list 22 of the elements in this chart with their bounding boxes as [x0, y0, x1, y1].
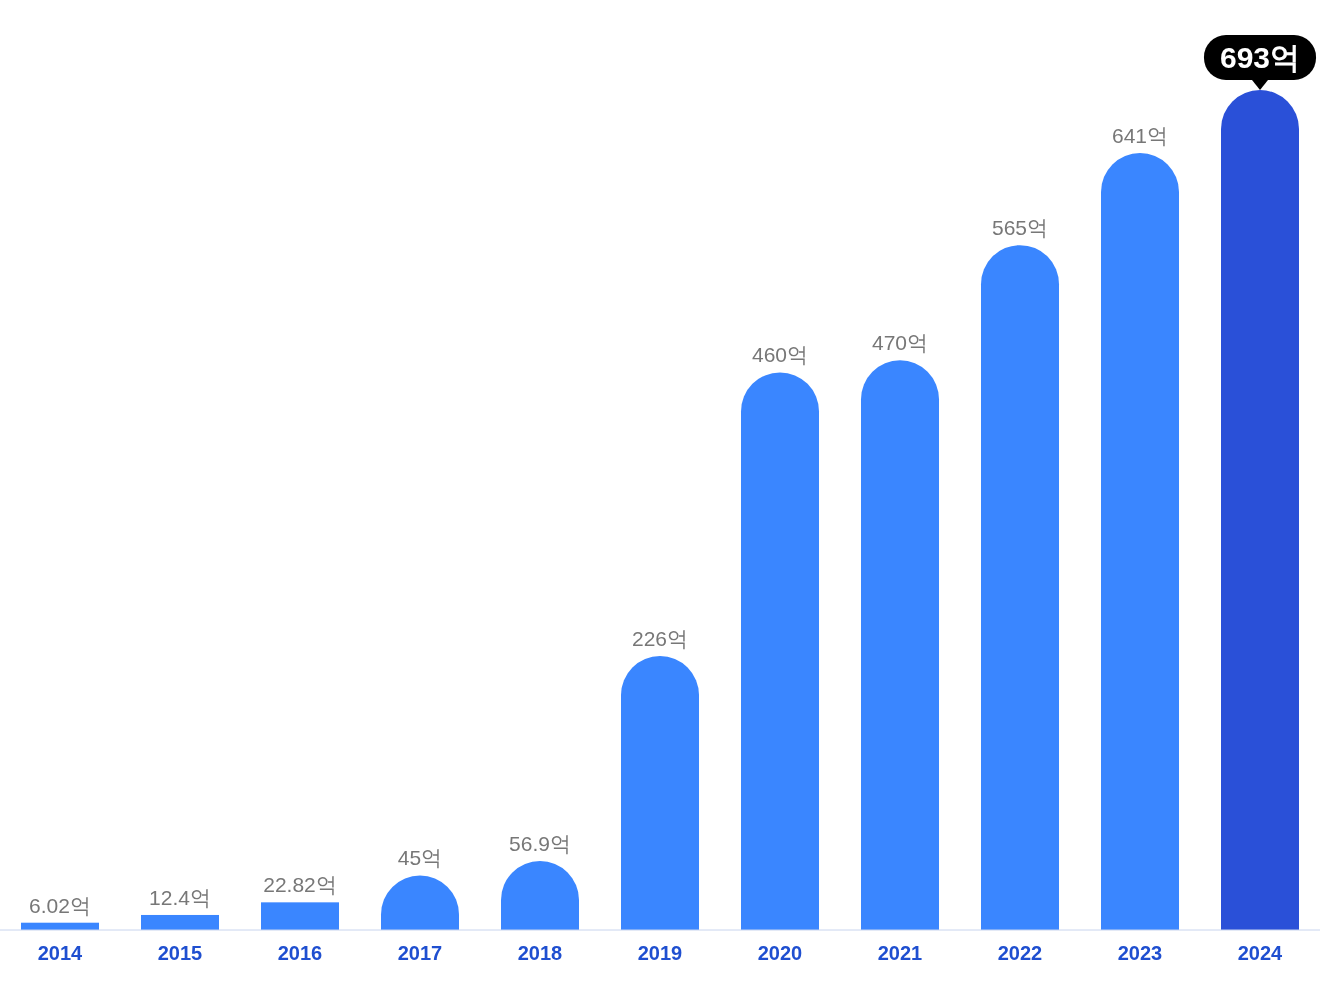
x-tick-label: 2024: [1237, 942, 1284, 964]
x-tick-label: 2023: [1117, 942, 1163, 964]
data-label: 12.4억: [149, 885, 211, 909]
data-label: 565억: [991, 216, 1049, 240]
data-label: 460억: [751, 343, 809, 367]
x-tick-label: 2017: [397, 942, 443, 964]
data-label: 6.02억: [29, 893, 91, 917]
data-label: 56.9억: [509, 832, 571, 856]
x-tick-label: 2018: [517, 942, 563, 964]
data-label: 45억: [397, 846, 443, 870]
data-label: 22.82억: [263, 873, 337, 897]
data-label: 693억: [1219, 41, 1301, 74]
data-label: 226억: [631, 627, 689, 651]
data-label: 470억: [871, 331, 929, 355]
x-tick-label: 2014: [37, 942, 84, 964]
x-tick-label: 2015: [157, 942, 203, 964]
x-tick-label: 2019: [637, 942, 683, 964]
x-tick-label: 2016: [277, 942, 323, 964]
x-tick-label: 2021: [877, 942, 923, 964]
x-tick-label: 2022: [997, 942, 1043, 964]
x-tick-label: 2020: [757, 942, 803, 964]
data-label: 641억: [1111, 124, 1169, 148]
